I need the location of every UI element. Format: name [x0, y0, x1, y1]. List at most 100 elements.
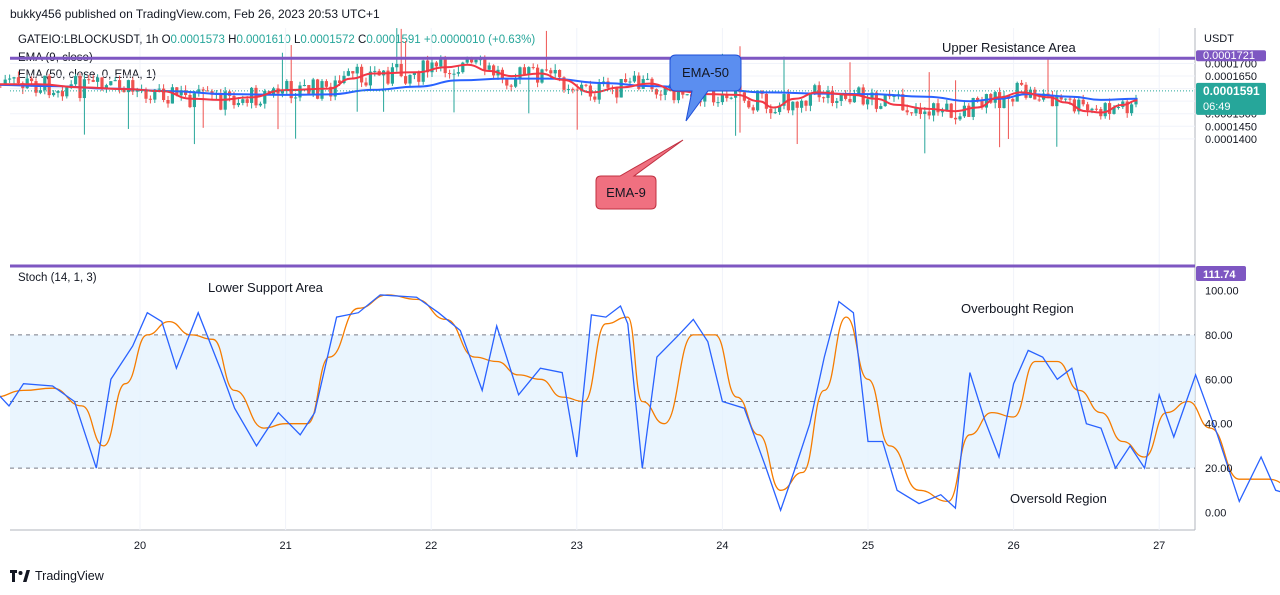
time-ticks: 20 21 22 23 24 25 26 27 [134, 540, 1165, 552]
candle-body [346, 71, 350, 76]
candle-body [443, 57, 447, 74]
resistance-badge-text: 0.0001721 [1203, 50, 1255, 62]
candle-body [197, 89, 201, 94]
ema50-legend[interactable]: EMA (50, close, 0, EMA, 1) [18, 69, 157, 81]
candle-body [580, 84, 584, 91]
oversold-label[interactable]: Oversold Region [1010, 491, 1107, 506]
footer-brand-text: TradingView [35, 569, 104, 583]
candle-body [553, 70, 557, 74]
candle-body [558, 70, 562, 78]
candle-body [1020, 82, 1024, 85]
candle-body [857, 87, 861, 96]
time-tick-label: 24 [716, 540, 728, 552]
candle-body [637, 75, 641, 89]
time-tick-label: 26 [1007, 540, 1019, 552]
candle-body [751, 107, 755, 111]
candle-body [606, 81, 610, 88]
candle-body [324, 81, 328, 87]
stoch-tick-label: 60.00 [1205, 374, 1233, 386]
candle-body [1002, 95, 1006, 109]
symbol-legend[interactable]: GATEIO:LBLOCKUSDT, 1h O0.0001573 H0.0001… [18, 34, 535, 46]
candle-body [716, 102, 720, 104]
ema9-callout[interactable]: EMA-9 [595, 139, 684, 210]
candle-body [30, 78, 34, 82]
candle-body [368, 71, 372, 86]
symbol-name[interactable]: GATEIO:LBLOCKUSDT, 1h [18, 34, 159, 46]
candle-body [549, 70, 553, 74]
candle-body [822, 97, 826, 99]
candle-body [285, 81, 289, 91]
candle-body [434, 62, 438, 67]
candle-body [584, 84, 588, 86]
close-label: C [358, 34, 367, 46]
publisher-line: bukky456 published on TradingView.com, F… [10, 7, 380, 21]
candle-body [773, 112, 777, 114]
candle-body [817, 85, 821, 98]
candle-body [615, 88, 619, 98]
candle-body [685, 94, 689, 96]
candle-body [782, 94, 786, 106]
current-price-text: 0.0001591 [1203, 84, 1260, 98]
candle-body [940, 111, 944, 113]
candle-body [1055, 96, 1059, 107]
high-label: H [228, 34, 237, 46]
candle-body [355, 66, 359, 74]
candle-body [329, 86, 333, 97]
candle-body [901, 94, 905, 111]
candle-body [945, 103, 949, 112]
candle-body [646, 78, 650, 80]
candle-body [25, 78, 29, 89]
stoch-d-line [0, 294, 1280, 503]
candle-body [280, 90, 284, 94]
footer-brand[interactable]: TradingView [10, 569, 104, 583]
stoch-tick-label: 20.00 [1205, 463, 1233, 475]
candle-body [219, 93, 223, 110]
open-value: 0.0001573 [170, 34, 225, 46]
overbought-label[interactable]: Overbought Region [961, 301, 1074, 316]
low-value: 0.0001572 [300, 34, 355, 46]
candle-body [835, 101, 839, 103]
candle-body [91, 80, 95, 82]
candle-body [417, 72, 421, 82]
current-price-badge [1196, 82, 1266, 115]
candle-body [1086, 104, 1090, 111]
candle-body [795, 101, 799, 108]
stoch-badge [1196, 266, 1246, 281]
candle-body [166, 100, 170, 104]
candle-body [12, 77, 16, 79]
candle-body [104, 85, 108, 89]
ema9-line [0, 63, 1138, 114]
candle-body [531, 67, 535, 69]
candle-body [96, 77, 100, 82]
price-tick-label: 0.0001700 [1205, 59, 1257, 71]
candle-body [113, 80, 117, 82]
candle-body [1130, 104, 1134, 114]
candle-body [43, 75, 47, 91]
candle-body [452, 73, 456, 75]
lower-support-label[interactable]: Lower Support Area [208, 280, 324, 295]
candle-body [74, 76, 78, 85]
time-tick-label: 21 [279, 540, 291, 552]
candle-body [1064, 98, 1068, 100]
candle-body [351, 71, 355, 74]
stoch-legend[interactable]: Stoch (14, 1, 3) [18, 272, 97, 284]
candle-body [527, 67, 531, 75]
candle-body [250, 87, 254, 103]
candle-body [298, 85, 302, 98]
candle-body [241, 99, 245, 103]
candle-body [786, 94, 790, 111]
candle-body [364, 82, 368, 86]
candle-body [184, 90, 188, 95]
candle-body [302, 85, 306, 87]
ema50-callout[interactable]: EMA-50 [669, 54, 742, 122]
candle-body [769, 108, 773, 114]
candle-body [778, 105, 782, 113]
candle-body [628, 81, 632, 83]
candle-body [1011, 98, 1015, 102]
upper-resistance-label[interactable]: Upper Resistance Area [942, 40, 1076, 55]
candle-body [514, 79, 518, 87]
candle-body [927, 111, 931, 116]
change-value: +0.0000010 (+0.63%) [423, 34, 536, 46]
candle-body [52, 92, 56, 96]
